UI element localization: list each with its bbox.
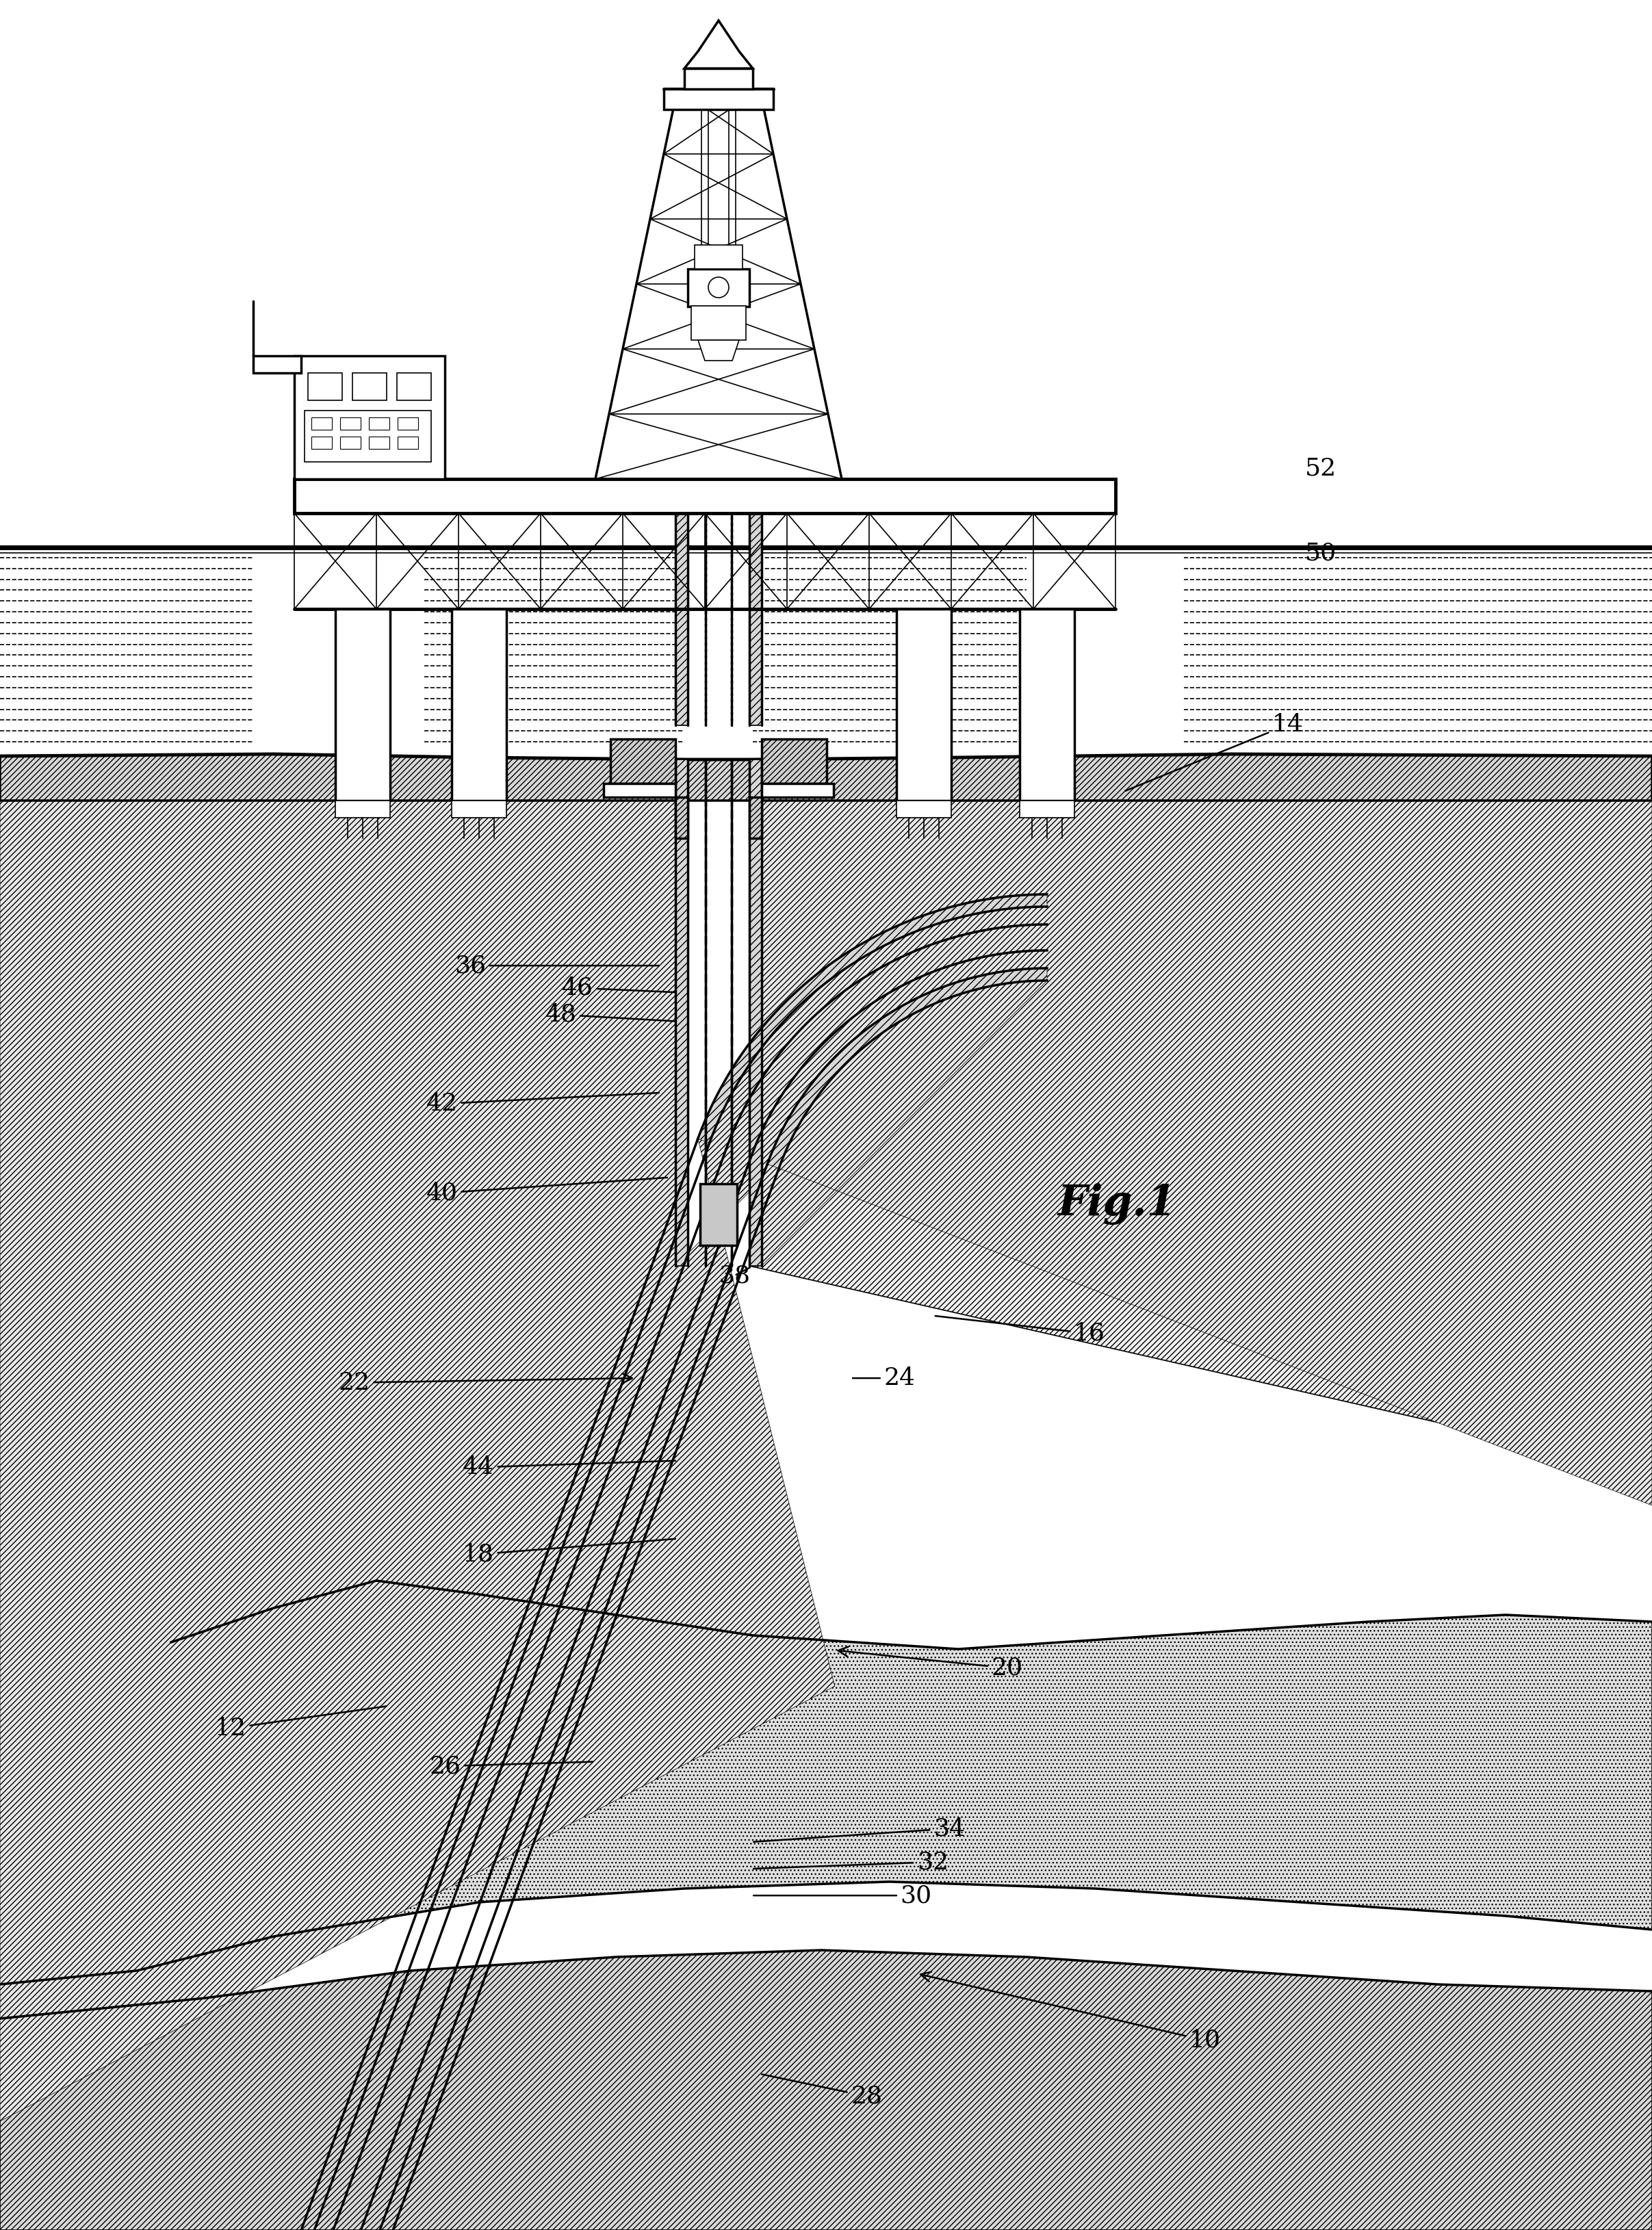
Bar [398,417,418,430]
Bar [750,513,762,725]
Bar [335,609,390,801]
Circle shape [709,277,729,297]
Text: 20: 20 [838,1646,1023,1679]
Bar [676,513,687,725]
Polygon shape [762,760,1652,1505]
Bar [294,479,1115,513]
Bar [294,357,444,479]
Bar [352,372,387,401]
Bar [691,306,747,341]
Bar [676,760,687,1267]
Text: 12: 12 [215,1706,387,1739]
Bar [335,801,390,818]
Bar [396,372,431,401]
Text: 38: 38 [719,1264,750,1287]
Text: 30: 30 [753,1884,932,1907]
Polygon shape [697,894,1047,1144]
Text: 40: 40 [426,1177,667,1204]
Bar [368,437,390,448]
Text: 22: 22 [339,1371,633,1394]
Bar [664,89,773,109]
Bar [368,417,390,430]
Polygon shape [767,968,1047,1169]
Bar [311,417,332,430]
Polygon shape [0,760,687,1472]
Text: 18: 18 [463,1539,676,1565]
Bar [340,417,360,430]
Text: Fig.1: Fig.1 [1057,1184,1176,1224]
Text: 48: 48 [545,1003,676,1026]
Polygon shape [0,1581,1652,1985]
Bar [340,437,360,448]
Bar [1019,609,1074,801]
Bar [897,609,952,801]
Polygon shape [684,20,753,69]
Bar [253,357,301,372]
Text: 16: 16 [935,1316,1105,1345]
Bar [304,410,431,462]
Text: 44: 44 [463,1456,676,1478]
Text: 28: 28 [762,2074,882,2107]
Bar [451,801,507,818]
Text: 42: 42 [426,1093,659,1115]
Bar [762,783,834,796]
Polygon shape [699,341,738,361]
Bar [603,783,676,796]
Text: 34: 34 [753,1817,965,1842]
Text: 36: 36 [454,954,659,977]
Bar [750,760,762,1267]
Bar [750,796,762,838]
Bar [897,801,952,818]
Polygon shape [0,760,1047,2121]
Bar [1019,801,1074,818]
Text: 52: 52 [1305,457,1336,479]
Text: 32: 32 [753,1851,948,1873]
Bar [451,609,507,801]
Bar [676,796,687,838]
Polygon shape [0,754,1652,801]
Bar [694,245,742,270]
Bar [311,437,332,448]
Bar [611,738,676,783]
Text: 50: 50 [1305,542,1336,564]
Text: 10: 10 [920,1971,1221,2052]
Text: 26: 26 [430,1755,593,1777]
Bar [398,437,418,448]
Text: 24: 24 [852,1367,915,1389]
Bar [700,1184,737,1244]
Text: 46: 46 [562,977,676,999]
Polygon shape [750,760,1652,1472]
Bar [307,372,342,401]
Polygon shape [0,1951,1652,2230]
Polygon shape [684,69,753,89]
Bar [762,738,826,783]
Text: 14: 14 [1125,714,1303,792]
Bar [687,270,750,306]
